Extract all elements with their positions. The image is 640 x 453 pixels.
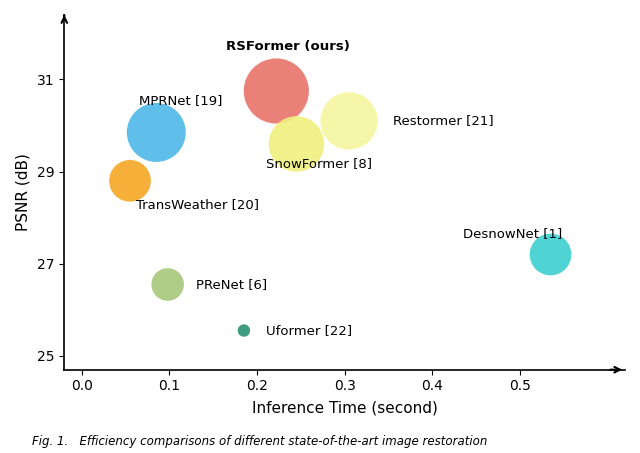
Text: TransWeather [20]: TransWeather [20] [136,198,259,211]
Point [344,117,354,125]
Point [271,87,282,95]
Text: Fig. 1.   Efficiency comparisons of different state-of-the-art image restoration: Fig. 1. Efficiency comparisons of differ… [32,435,488,448]
Point [125,177,135,184]
Text: MPRNet [19]: MPRNet [19] [139,94,222,107]
Point [239,327,249,334]
Text: DesnowNet [1]: DesnowNet [1] [463,227,562,240]
Point [291,140,301,148]
Point [163,281,173,288]
Text: Restormer [21]: Restormer [21] [393,115,493,127]
Text: RSFormer (ours): RSFormer (ours) [226,40,349,53]
Text: Uformer [22]: Uformer [22] [266,324,352,337]
Point [545,251,556,258]
X-axis label: Inference Time (second): Inference Time (second) [252,400,438,415]
Y-axis label: PSNR (dB): PSNR (dB) [15,154,30,231]
Text: PReNet [6]: PReNet [6] [196,278,267,291]
Text: SnowFormer [8]: SnowFormer [8] [266,157,372,170]
Point [151,129,161,136]
